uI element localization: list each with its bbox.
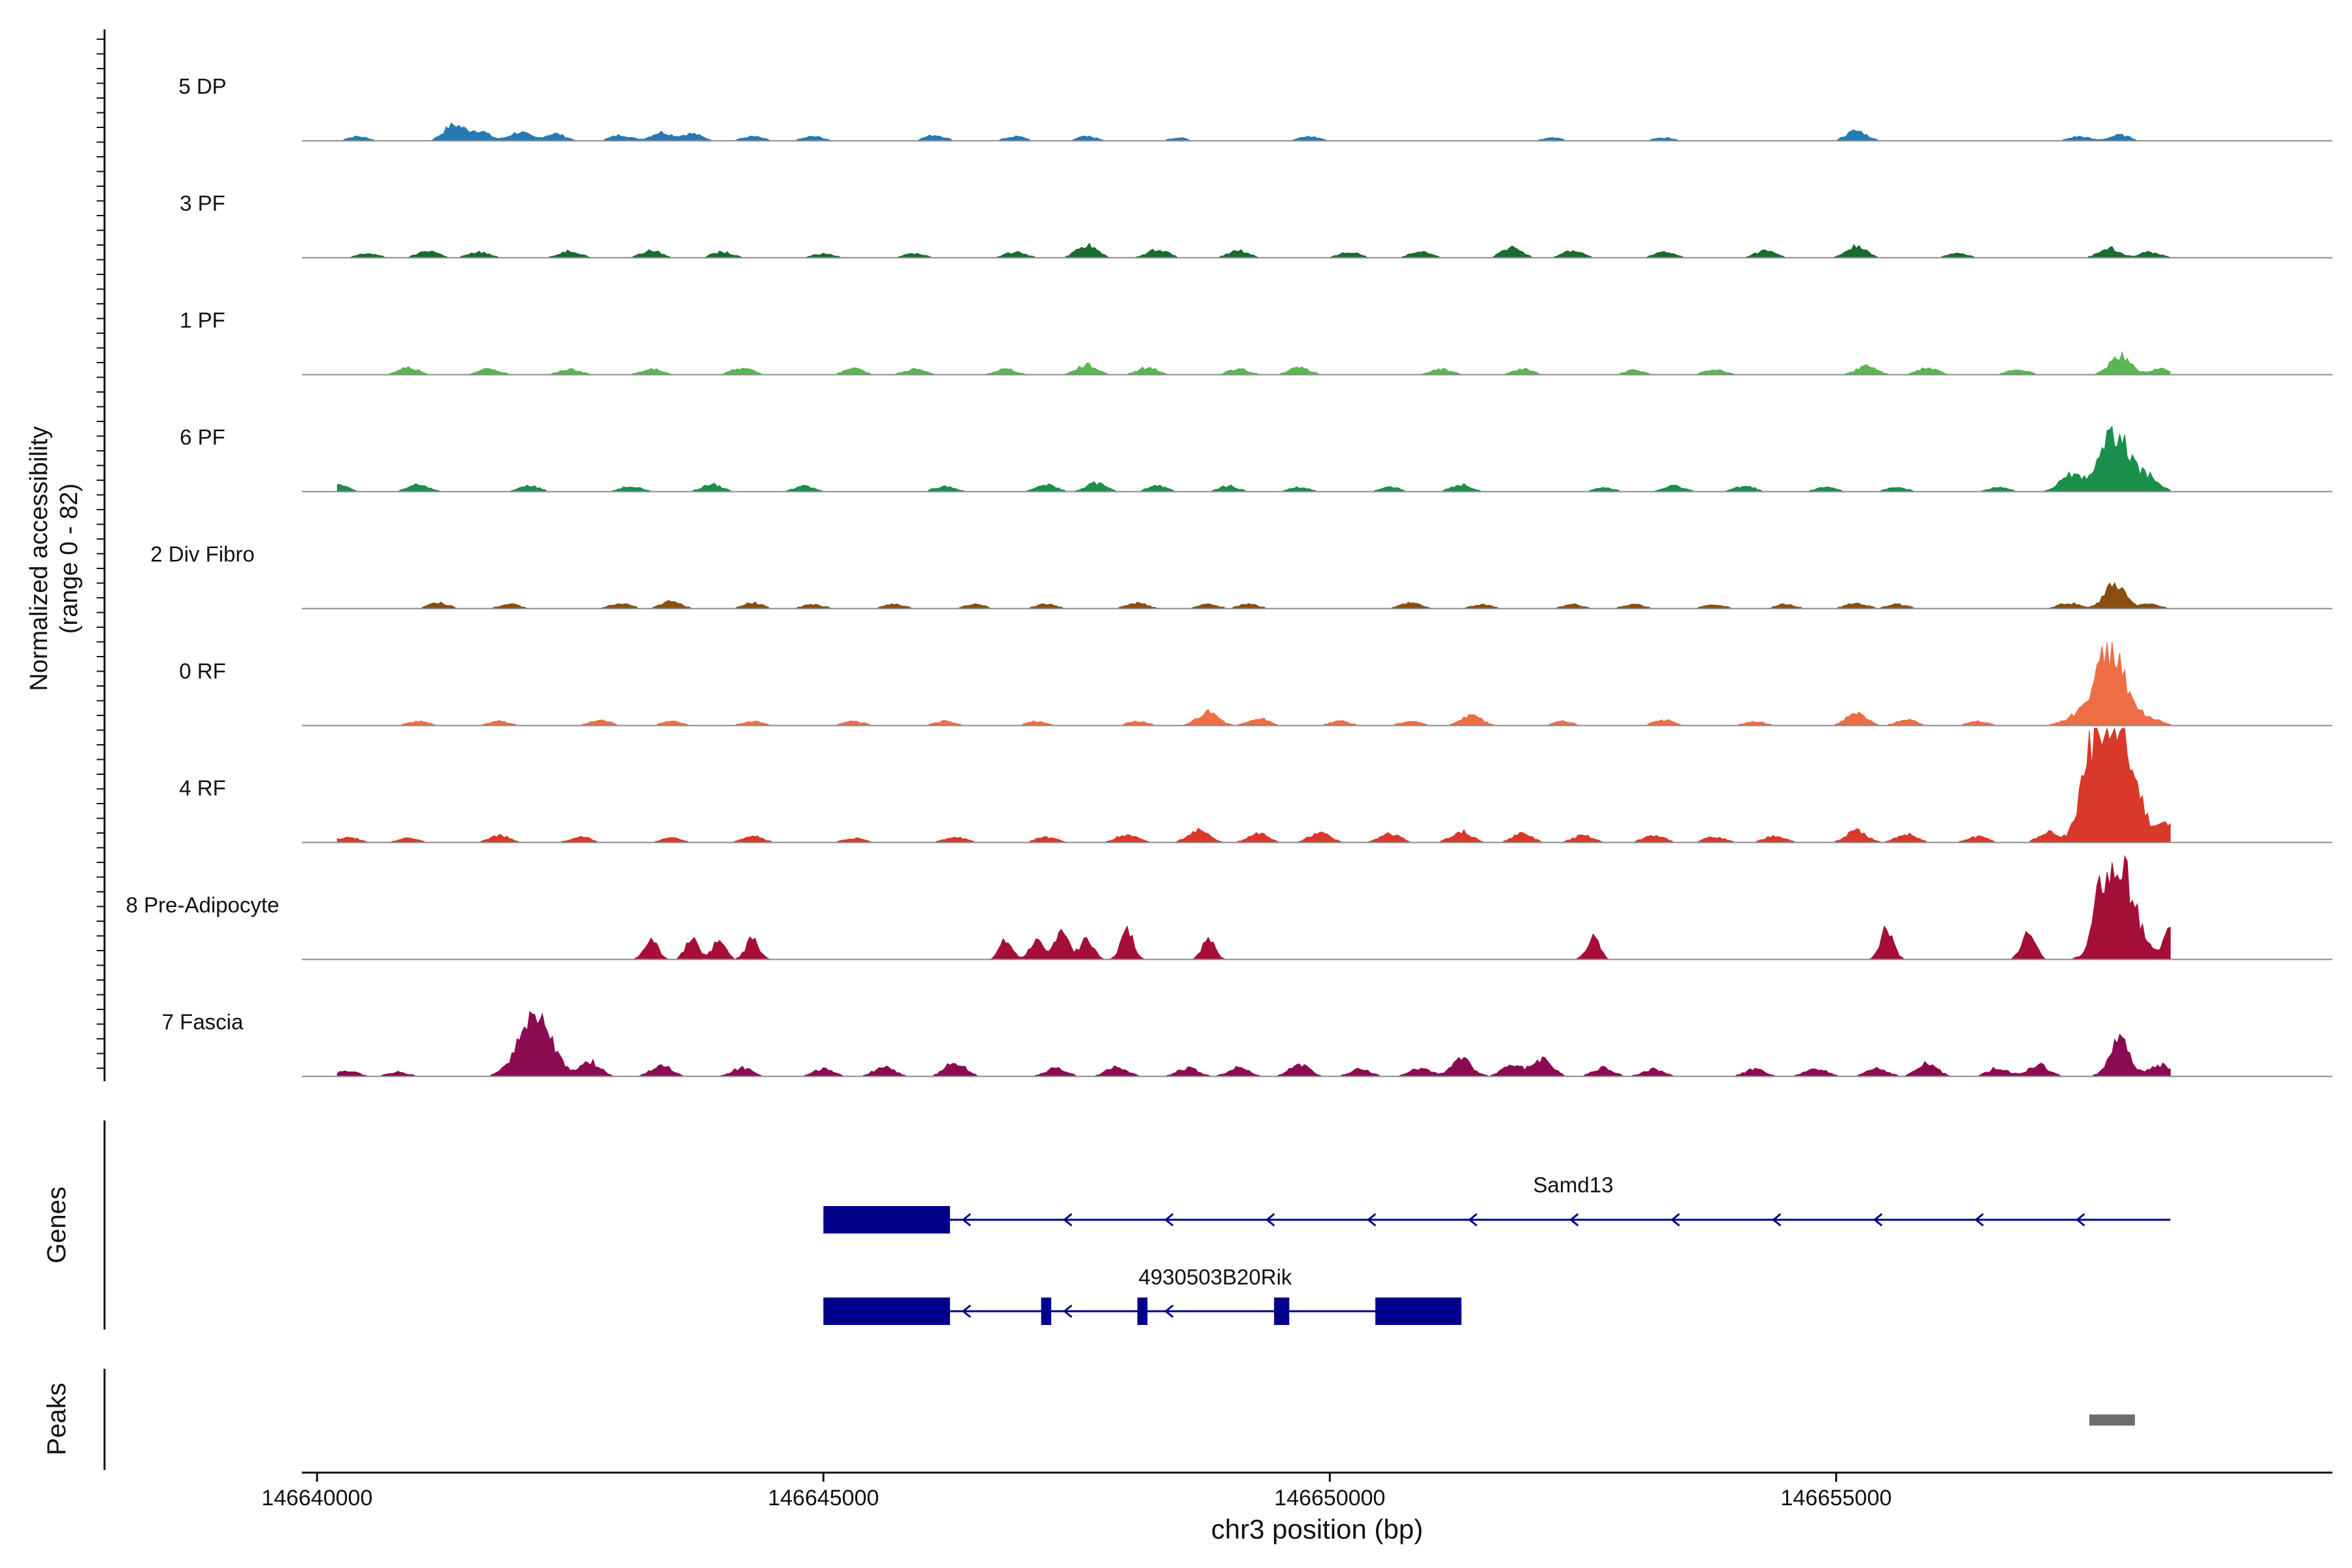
exon: [823, 1206, 951, 1233]
gene-label: Samd13: [1533, 1173, 1614, 1197]
exon: [1274, 1298, 1290, 1325]
track-label: 7 Fascia: [162, 1010, 244, 1034]
coverage-area: [337, 350, 2171, 375]
strand-arrow: [1062, 1304, 1073, 1318]
exon: [1375, 1298, 1462, 1325]
x-axis-title: chr3 position (bp): [1211, 1514, 1424, 1544]
coverage-area: [337, 122, 2170, 141]
strand-arrow: [1873, 1213, 1883, 1227]
gene-samd13: Samd13: [823, 1173, 2170, 1233]
coverage-area: [336, 425, 2171, 492]
strand-arrow: [961, 1213, 972, 1227]
strand-arrow: [1164, 1213, 1174, 1227]
track-4-rf: 4 RF: [179, 727, 2332, 843]
strand-arrow: [1367, 1213, 1377, 1227]
strand-arrow: [1671, 1213, 1680, 1227]
x-tick-label: 146640000: [261, 1486, 372, 1511]
coverage-area: [337, 855, 2171, 960]
strand-arrow: [1569, 1213, 1579, 1227]
coverage-area: [336, 727, 2171, 843]
exon: [1041, 1298, 1052, 1325]
track-7-fascia: 7 Fascia: [162, 1010, 2332, 1077]
strand-arrow: [1062, 1213, 1073, 1227]
track-label: 6 PF: [180, 425, 225, 449]
x-tick-label: 146645000: [768, 1486, 879, 1511]
track-label: 4 RF: [179, 776, 226, 800]
track-label: 5 DP: [178, 74, 226, 99]
x-tick-label: 146655000: [1780, 1486, 1891, 1511]
gene-4930503b20rik: 4930503B20Rik: [823, 1265, 1462, 1325]
track-label: 2 Div Fibro: [150, 542, 255, 566]
strand-arrow: [1468, 1213, 1478, 1227]
strand-arrow: [961, 1304, 972, 1318]
track-5-dp: 5 DP: [178, 74, 2332, 142]
gene-annotations: Samd13 4930503B20Rik: [823, 1173, 2170, 1325]
track-2-div-fibro: 2 Div Fibro: [150, 542, 2332, 610]
coverage-area: [336, 1011, 2171, 1077]
track-1-pf: 1 PF: [180, 308, 2332, 376]
strand-arrow: [1266, 1213, 1275, 1227]
track-label: 0 RF: [179, 659, 226, 683]
peak-region-bar: [2089, 1414, 2135, 1426]
strand-arrow: [2076, 1213, 2085, 1227]
coverage-area: [337, 581, 2170, 609]
track-0-rf: 0 RF: [179, 642, 2332, 727]
y-axis-ticks: [97, 39, 105, 1069]
coverage-tracks: 5 DP 3 PF 1 PF 6 PF 2 Div Fibro 0 RF 4 RF 8 Pre…: [126, 74, 2332, 1077]
track-8-pre-adipocyte: 8 Pre-Adipocyte: [126, 855, 2332, 960]
track-3-pf: 3 PF: [180, 191, 2332, 259]
strand-arrow: [1164, 1304, 1174, 1318]
strand-arrow: [1772, 1213, 1782, 1227]
coverage-area: [337, 642, 2171, 726]
y-axis-title: Normalized accessibility (range 0 - 82): [25, 426, 83, 691]
gene-label: 4930503B20Rik: [1139, 1265, 1292, 1289]
y-axis-title-line1: Normalized accessibility: [25, 426, 53, 691]
strand-arrow: [1974, 1213, 1984, 1227]
exon: [1137, 1298, 1148, 1325]
track-label: 1 PF: [180, 308, 225, 333]
track-label: 3 PF: [180, 191, 225, 216]
peak-regions: [2089, 1414, 2135, 1426]
y-axis-title-line2: (range 0 - 82): [56, 483, 83, 634]
coverage-area: [337, 242, 2172, 258]
track-6-pf: 6 PF: [180, 425, 2332, 493]
genes-panel-label: Genes: [42, 1186, 71, 1264]
x-axis-ticks: 146640000 146645000 146650000 146655000: [261, 1473, 1892, 1511]
x-tick-label: 146650000: [1274, 1486, 1385, 1511]
peaks-panel-label: Peaks: [42, 1382, 71, 1455]
exon: [823, 1298, 951, 1325]
track-label: 8 Pre-Adipocyte: [126, 893, 280, 917]
